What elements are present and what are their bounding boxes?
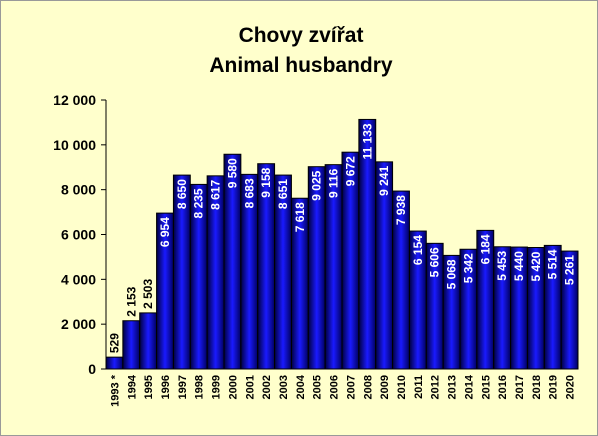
x-tick-label: 2019 <box>548 375 560 399</box>
value-label: 6 154 <box>411 235 425 265</box>
x-tick-label: 2005 <box>312 375 324 399</box>
x-tick-label: 2004 <box>295 374 307 399</box>
value-label: 8 650 <box>175 179 189 209</box>
x-tick-label: 2012 <box>430 375 442 399</box>
value-label: 529 <box>107 333 121 353</box>
x-tick-label: 2002 <box>261 375 273 399</box>
x-tick-label: 2015 <box>480 375 492 399</box>
value-label: 2 153 <box>124 286 138 316</box>
x-tick-label: 1997 <box>177 375 189 399</box>
value-label: 5 420 <box>529 251 543 281</box>
chart-subtitle: Animal husbandry <box>209 54 393 77</box>
value-label: 5 514 <box>546 249 560 279</box>
x-tick-label: 2011 <box>413 375 425 399</box>
x-tick-label: 1998 <box>194 375 206 399</box>
x-tick-label: 1994 <box>126 374 138 399</box>
x-tick-label: 1993 * <box>109 374 121 407</box>
x-tick-label: 2020 <box>565 375 577 399</box>
x-tick-label: 2016 <box>497 375 509 399</box>
x-tick-label: 1996 <box>160 375 172 399</box>
x-tick-label: 1999 <box>211 375 223 399</box>
x-tick-label: 1995 <box>143 375 155 399</box>
bar <box>105 356 124 370</box>
value-label: 9 025 <box>310 170 324 200</box>
y-tick-label: 10 000 <box>53 137 96 153</box>
value-label: 8 235 <box>192 188 206 218</box>
y-tick-label: 12 000 <box>53 92 96 108</box>
x-tick-label: 2014 <box>463 374 475 399</box>
value-label: 11 133 <box>360 123 374 159</box>
value-label: 8 651 <box>276 179 290 209</box>
y-tick-label: 2 000 <box>61 316 96 332</box>
bar <box>122 320 141 370</box>
x-tick-label: 2001 <box>244 375 256 399</box>
value-label: 2 503 <box>141 279 155 309</box>
x-tick-label: 2013 <box>447 375 459 399</box>
y-tick-label: 8 000 <box>61 182 96 198</box>
value-label: 6 954 <box>158 217 172 247</box>
x-tick-label: 2008 <box>362 375 374 399</box>
value-label: 5 440 <box>512 251 526 281</box>
value-label: 9 672 <box>343 156 357 186</box>
value-label: 8 683 <box>242 178 256 208</box>
value-label: 9 580 <box>225 158 239 188</box>
y-tick-label: 6 000 <box>61 227 96 243</box>
x-tick-label: 2000 <box>227 375 239 399</box>
bar <box>139 312 158 370</box>
chart-title: Chovy zvířat <box>239 24 364 47</box>
x-tick-label: 2007 <box>345 375 357 399</box>
value-label: 9 241 <box>377 166 391 196</box>
x-tick-label: 2010 <box>396 375 408 399</box>
bar <box>560 250 579 370</box>
value-label: 8 617 <box>209 180 223 210</box>
value-label: 5 606 <box>428 247 442 277</box>
x-tick-label: 2009 <box>379 375 391 399</box>
y-tick-label: 4 000 <box>61 271 96 287</box>
x-tick-label: 2006 <box>329 375 341 399</box>
y-tick-label: 0 <box>88 361 96 377</box>
x-tick-label: 2018 <box>531 375 543 399</box>
value-label: 7 618 <box>293 202 307 232</box>
x-tick-label: 2003 <box>278 375 290 399</box>
value-label: 6 184 <box>478 234 492 264</box>
value-label: 9 116 <box>327 168 341 198</box>
value-label: 7 938 <box>394 195 408 225</box>
value-label: 5 261 <box>563 255 577 285</box>
value-label: 5 453 <box>495 250 509 280</box>
value-label: 5 342 <box>461 253 475 283</box>
x-tick-label: 2017 <box>514 375 526 399</box>
value-label: 9 158 <box>259 167 273 197</box>
value-label: 5 068 <box>445 259 459 289</box>
